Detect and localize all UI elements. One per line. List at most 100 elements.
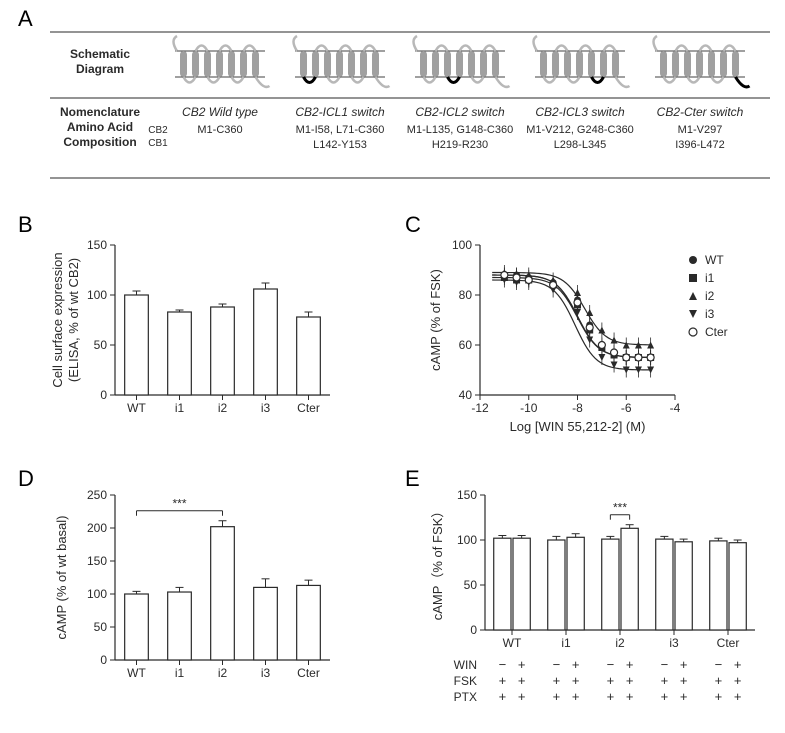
svg-text:M1-V212, G248-C360: M1-V212, G248-C360 xyxy=(526,124,634,136)
svg-text:+: + xyxy=(518,689,526,704)
svg-text:0: 0 xyxy=(100,653,107,667)
svg-text:cAMP (% of wt basal): cAMP (% of wt basal) xyxy=(54,515,69,639)
svg-text:i3: i3 xyxy=(261,401,271,415)
svg-text:+: + xyxy=(607,689,615,704)
svg-text:+: + xyxy=(518,657,526,672)
svg-text:Composition: Composition xyxy=(63,135,136,149)
svg-text:-6: -6 xyxy=(621,401,632,415)
svg-text:−: − xyxy=(715,657,723,672)
panel-b-label: B xyxy=(18,212,33,238)
svg-text:+: + xyxy=(572,657,580,672)
svg-text:0: 0 xyxy=(470,623,477,637)
svg-text:+: + xyxy=(734,673,742,688)
svg-text:H219-R230: H219-R230 xyxy=(432,139,488,151)
svg-text:WIN: WIN xyxy=(454,658,477,672)
svg-text:100: 100 xyxy=(87,288,107,302)
svg-text:100: 100 xyxy=(452,238,472,252)
svg-text:PTX: PTX xyxy=(454,690,477,704)
svg-text:i3: i3 xyxy=(705,307,715,321)
panel-e-label: E xyxy=(405,466,420,492)
svg-text:+: + xyxy=(680,657,688,672)
svg-text:+: + xyxy=(518,673,526,688)
svg-text:+: + xyxy=(680,673,688,688)
svg-text:+: + xyxy=(499,673,507,688)
svg-text:WT: WT xyxy=(127,401,146,415)
svg-text:L298-L345: L298-L345 xyxy=(554,139,607,151)
panel-e: 050100150WTi1i2i3Cter***cAMP（% of FSK）WI… xyxy=(420,480,775,725)
svg-text:Cter: Cter xyxy=(705,325,728,339)
svg-text:cAMP (% of FSK): cAMP (% of FSK) xyxy=(428,269,443,371)
svg-text:i2: i2 xyxy=(218,666,228,680)
svg-text:i1: i1 xyxy=(175,666,185,680)
svg-text:WT: WT xyxy=(705,253,724,267)
svg-text:+: + xyxy=(626,657,634,672)
svg-text:50: 50 xyxy=(464,578,478,592)
svg-text:M1-C360: M1-C360 xyxy=(197,124,242,136)
svg-text:+: + xyxy=(626,689,634,704)
svg-text:Cter: Cter xyxy=(297,666,320,680)
svg-text:+: + xyxy=(715,689,723,704)
svg-text:Amino Acid: Amino Acid xyxy=(67,120,133,134)
panel-c: 406080100-12-10-8-6-4cAMP (% of FSK)Log … xyxy=(420,230,775,440)
svg-text:CB2-ICL3 switch: CB2-ICL3 switch xyxy=(535,105,625,119)
svg-text:(ELISA, % of wt CB2): (ELISA, % of wt CB2) xyxy=(66,258,81,382)
svg-text:WT: WT xyxy=(503,636,522,650)
svg-text:Schematic: Schematic xyxy=(70,47,130,61)
svg-text:+: + xyxy=(572,673,580,688)
svg-text:50: 50 xyxy=(94,338,108,352)
svg-text:80: 80 xyxy=(459,288,473,302)
svg-text:CB2: CB2 xyxy=(148,125,168,136)
svg-text:Nomenclature: Nomenclature xyxy=(60,105,140,119)
svg-text:150: 150 xyxy=(457,488,477,502)
svg-text:i2: i2 xyxy=(615,636,625,650)
svg-text:i1: i1 xyxy=(175,401,185,415)
svg-text:+: + xyxy=(607,673,615,688)
panel-a: SchematicDiagram NomenclatureAmino AcidCo… xyxy=(50,28,770,183)
svg-text:i3: i3 xyxy=(261,666,271,680)
svg-text:+: + xyxy=(680,689,688,704)
svg-text:60: 60 xyxy=(459,338,473,352)
svg-text:***: *** xyxy=(172,497,186,511)
svg-text:150: 150 xyxy=(87,554,107,568)
panel-a-label: A xyxy=(18,6,33,32)
svg-text:+: + xyxy=(553,673,561,688)
svg-text:-12: -12 xyxy=(471,401,489,415)
svg-text:100: 100 xyxy=(87,587,107,601)
svg-text:−: − xyxy=(661,657,669,672)
svg-text:CB2-ICL1 switch: CB2-ICL1 switch xyxy=(295,105,385,119)
svg-text:cAMP（% of FSK）: cAMP（% of FSK） xyxy=(430,505,445,621)
svg-text:WT: WT xyxy=(127,666,146,680)
svg-text:CB2-Cter switch: CB2-Cter switch xyxy=(657,105,744,119)
svg-text:CB1: CB1 xyxy=(148,138,168,149)
svg-text:0: 0 xyxy=(100,388,107,402)
svg-text:CB2 Wild type: CB2 Wild type xyxy=(182,105,258,119)
svg-text:Cter: Cter xyxy=(717,636,740,650)
svg-text:150: 150 xyxy=(87,238,107,252)
svg-text:Cell surface expression: Cell surface expression xyxy=(50,252,65,387)
svg-text:i2: i2 xyxy=(705,289,715,303)
svg-text:−: − xyxy=(553,657,561,672)
svg-text:+: + xyxy=(715,673,723,688)
svg-text:M1-V297: M1-V297 xyxy=(678,124,723,136)
svg-text:+: + xyxy=(499,689,507,704)
svg-text:−: − xyxy=(607,657,615,672)
svg-text:+: + xyxy=(661,689,669,704)
svg-text:Diagram: Diagram xyxy=(76,62,124,76)
svg-text:FSK: FSK xyxy=(454,674,477,688)
panel-b: 050100150WTi1i2i3CterCell surface expres… xyxy=(40,230,360,440)
panel-c-label: C xyxy=(405,212,421,238)
svg-text:40: 40 xyxy=(459,388,473,402)
panel-d-label: D xyxy=(18,466,34,492)
svg-text:i1: i1 xyxy=(705,271,715,285)
svg-text:+: + xyxy=(734,657,742,672)
svg-text:CB2-ICL2 switch: CB2-ICL2 switch xyxy=(415,105,505,119)
svg-text:+: + xyxy=(734,689,742,704)
svg-text:−: − xyxy=(499,657,507,672)
svg-text:200: 200 xyxy=(87,521,107,535)
panel-d: 050100150200250WTi1i2i3Cter***cAMP (% of… xyxy=(40,480,360,710)
svg-text:+: + xyxy=(572,689,580,704)
svg-text:M1-I58, L71-C360: M1-I58, L71-C360 xyxy=(296,124,385,136)
svg-text:-4: -4 xyxy=(670,401,681,415)
svg-text:+: + xyxy=(626,673,634,688)
svg-text:i1: i1 xyxy=(561,636,571,650)
